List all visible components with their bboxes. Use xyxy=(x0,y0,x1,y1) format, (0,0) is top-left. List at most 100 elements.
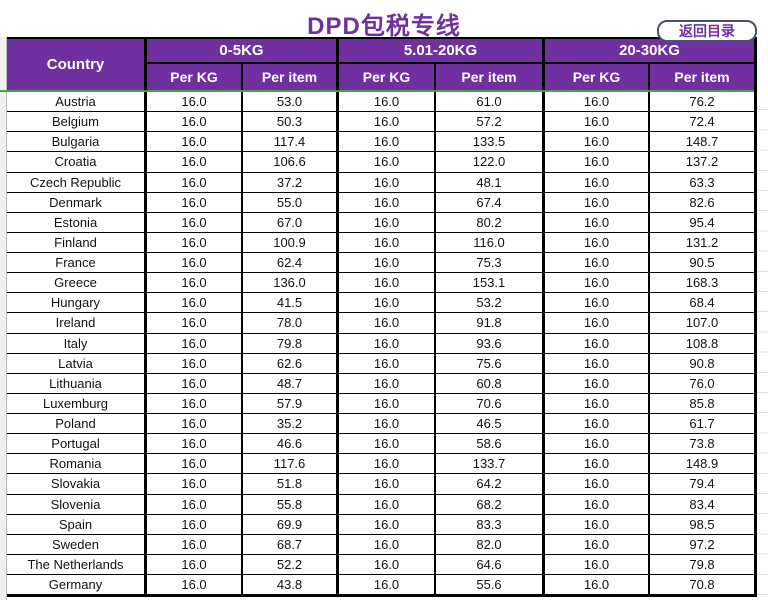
rate-cell[interactable]: 46.5 xyxy=(436,414,545,434)
rate-cell[interactable]: 16.0 xyxy=(339,273,436,293)
rate-cell[interactable]: 16.0 xyxy=(545,575,650,595)
rate-cell[interactable]: 108.8 xyxy=(685,335,719,351)
rate-cell[interactable]: 83.4 xyxy=(689,496,715,512)
rate-cell[interactable]: 16.0 xyxy=(147,293,243,313)
rate-cell[interactable]: 48.1 xyxy=(436,172,545,192)
rate-cell[interactable]: 16.0 xyxy=(147,373,243,393)
rate-cell[interactable]: 16.0 xyxy=(545,212,650,232)
rate-cell[interactable]: 75.6 xyxy=(436,353,545,373)
rate-cell[interactable]: 16.0 xyxy=(147,212,243,232)
rate-cell[interactable]: 62.6 xyxy=(243,353,339,373)
rate-cell[interactable]: 55.8 xyxy=(243,494,339,514)
country-cell[interactable]: Ireland xyxy=(7,313,147,333)
rate-cell[interactable]: 16.0 xyxy=(147,474,243,494)
rate-cell[interactable]: 16.0 xyxy=(545,554,650,574)
rate-cell[interactable]: 16.0 xyxy=(545,253,650,273)
rate-cell[interactable]: 57.9 xyxy=(243,393,339,413)
rate-cell[interactable]: 153.1 xyxy=(436,273,545,293)
rate-cell[interactable]: 16.0 xyxy=(545,313,650,333)
country-cell[interactable]: Czech Republic xyxy=(7,172,147,192)
rate-cell[interactable]: 16.0 xyxy=(147,554,243,574)
country-cell[interactable]: Finland xyxy=(7,232,147,252)
rate-cell[interactable]: 69.9 xyxy=(243,514,339,534)
rate-cell[interactable]: 16.0 xyxy=(147,313,243,333)
subheader-peritem[interactable]: Per item xyxy=(243,64,339,90)
country-cell[interactable]: Austria xyxy=(7,92,147,112)
rate-cell[interactable]: 16.0 xyxy=(545,172,650,192)
rate-cell[interactable]: 16.0 xyxy=(339,92,436,112)
rate-cell[interactable]: 16.0 xyxy=(545,494,650,514)
country-cell[interactable]: Latvia xyxy=(7,353,147,373)
rate-cell[interactable]: 43.8 xyxy=(243,575,339,595)
rate-cell[interactable]: 85.8 xyxy=(689,395,715,411)
rate-cell[interactable]: 16.0 xyxy=(147,393,243,413)
group-header-20-30kg[interactable]: 20-30KG xyxy=(545,39,754,64)
rate-cell[interactable]: 16.0 xyxy=(545,454,650,474)
rate-cell[interactable]: 16.0 xyxy=(545,293,650,313)
rate-cell[interactable]: 16.0 xyxy=(545,152,650,172)
country-cell[interactable]: Estonia xyxy=(7,212,147,232)
rate-cell[interactable]: 16.0 xyxy=(147,534,243,554)
rate-cell[interactable]: 61.0 xyxy=(436,92,545,112)
rate-cell[interactable]: 80.2 xyxy=(436,212,545,232)
rate-cell[interactable]: 90.8 xyxy=(689,355,715,371)
rate-cell[interactable]: 16.0 xyxy=(545,393,650,413)
rate-cell[interactable]: 64.6 xyxy=(436,554,545,574)
rate-cell[interactable]: 51.8 xyxy=(243,474,339,494)
country-cell[interactable]: Greece xyxy=(7,273,147,293)
country-cell[interactable]: Italy xyxy=(7,333,147,353)
rate-cell[interactable]: 16.0 xyxy=(339,575,436,595)
country-cell[interactable]: Germany xyxy=(7,575,147,595)
rate-cell[interactable]: 98.5 xyxy=(689,516,715,532)
rate-cell[interactable]: 41.5 xyxy=(243,293,339,313)
rate-cell[interactable]: 148.7 xyxy=(685,134,719,150)
rate-cell[interactable]: 16.0 xyxy=(339,554,436,574)
rate-cell[interactable]: 82.6 xyxy=(689,194,715,210)
header-cell-country[interactable]: Country xyxy=(7,39,147,90)
rate-cell[interactable]: 16.0 xyxy=(147,575,243,595)
rate-cell[interactable]: 16.0 xyxy=(147,434,243,454)
rate-cell[interactable]: 16.0 xyxy=(147,333,243,353)
rate-cell[interactable]: 52.2 xyxy=(243,554,339,574)
rate-cell[interactable]: 67.0 xyxy=(243,212,339,232)
rate-cell[interactable]: 16.0 xyxy=(339,514,436,534)
country-cell[interactable]: Spain xyxy=(7,514,147,534)
rate-cell[interactable]: 16.0 xyxy=(339,152,436,172)
rate-cell[interactable]: 16.0 xyxy=(339,333,436,353)
rate-cell[interactable]: 116.0 xyxy=(436,232,545,252)
rate-cell[interactable]: 68.7 xyxy=(243,534,339,554)
rate-cell[interactable]: 16.0 xyxy=(147,273,243,293)
rate-cell[interactable]: 90.5 xyxy=(689,255,715,271)
rate-cell[interactable]: 82.0 xyxy=(436,534,545,554)
group-header-5-20kg[interactable]: 5.01-20KG xyxy=(339,39,545,64)
rate-cell[interactable]: 61.7 xyxy=(689,416,715,432)
rate-cell[interactable]: 79.4 xyxy=(689,476,715,492)
rate-cell[interactable]: 70.6 xyxy=(436,393,545,413)
rate-cell[interactable]: 16.0 xyxy=(339,393,436,413)
rate-cell[interactable]: 16.0 xyxy=(545,373,650,393)
subheader-perkg[interactable]: Per KG xyxy=(147,64,243,90)
rate-cell[interactable]: 16.0 xyxy=(147,494,243,514)
rate-cell[interactable]: 16.0 xyxy=(545,333,650,353)
rate-cell[interactable]: 55.6 xyxy=(436,575,545,595)
rate-cell[interactable]: 16.0 xyxy=(545,534,650,554)
rate-cell[interactable]: 16.0 xyxy=(339,534,436,554)
rate-cell[interactable]: 131.2 xyxy=(685,234,719,250)
rate-cell[interactable]: 16.0 xyxy=(339,474,436,494)
rate-cell[interactable]: 72.4 xyxy=(689,114,715,130)
rate-cell[interactable]: 67.4 xyxy=(436,192,545,212)
rate-cell[interactable]: 16.0 xyxy=(339,112,436,132)
rate-cell[interactable]: 16.0 xyxy=(545,132,650,152)
country-cell[interactable]: Lithuania xyxy=(7,373,147,393)
rate-cell[interactable]: 93.6 xyxy=(436,333,545,353)
rate-cell[interactable]: 16.0 xyxy=(339,494,436,514)
rate-cell[interactable]: 55.0 xyxy=(243,192,339,212)
rate-cell[interactable]: 106.6 xyxy=(243,152,339,172)
rate-cell[interactable]: 16.0 xyxy=(339,313,436,333)
country-cell[interactable]: Bulgaria xyxy=(7,132,147,152)
country-cell[interactable]: Poland xyxy=(7,414,147,434)
rate-cell[interactable]: 63.3 xyxy=(689,174,715,190)
rate-cell[interactable]: 16.0 xyxy=(339,293,436,313)
country-cell[interactable]: France xyxy=(7,253,147,273)
rate-cell[interactable]: 97.2 xyxy=(689,536,715,552)
